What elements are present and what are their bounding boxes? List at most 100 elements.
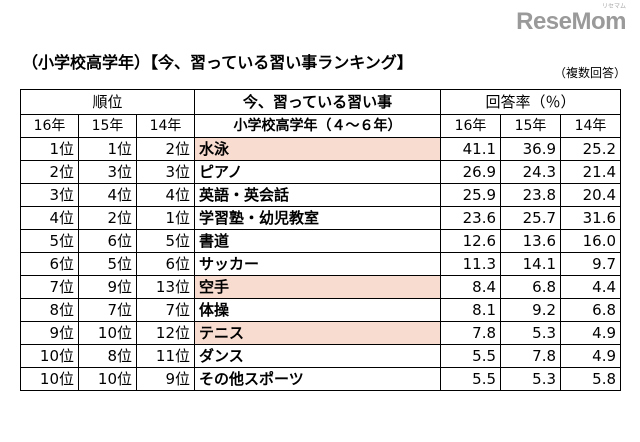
multiple-answer-note: （複数回答） xyxy=(553,66,626,80)
activity-name-cell: ダンス xyxy=(194,344,442,368)
activity-name-cell: 英語・英会話 xyxy=(194,183,442,207)
activity-name-cell: 空手 xyxy=(194,275,442,299)
activity-name-cell: ピアノ xyxy=(194,160,442,184)
table-row: 10位 8位 11位 ダンス 5.5 7.8 4.9 xyxy=(20,344,622,368)
rate-2016-cell: 8.4 xyxy=(440,275,502,299)
rate-2015-cell: 36.9 xyxy=(500,137,562,161)
rank-year-header: 16年 xyxy=(20,114,79,138)
rate-2014-cell: 31.6 xyxy=(560,206,622,230)
group-header-row: 順位 今、習っている習い事 回答率（％） xyxy=(19,89,622,115)
rate-2015-cell: 9.2 xyxy=(500,298,562,322)
rank-group-header: 順位 xyxy=(19,89,196,115)
rank-2015-cell: 10位 xyxy=(78,367,137,391)
rank-2014-cell: 5位 xyxy=(135,229,196,253)
page-title: （小学校高学年）【今、習っている習い事ランキング】 xyxy=(22,53,413,72)
table-row: 10位 10位 9位 その他スポーツ 5.5 5.3 5.8 xyxy=(20,367,622,391)
rate-2016-cell: 5.5 xyxy=(440,367,502,391)
rate-2016-cell: 41.1 xyxy=(440,137,502,161)
rate-2015-cell: 25.7 xyxy=(500,206,562,230)
rank-2016-cell: 3位 xyxy=(20,183,79,207)
rank-2015-cell: 2位 xyxy=(78,206,137,230)
rank-2015-cell: 4位 xyxy=(78,183,137,207)
activity-name-cell: 体操 xyxy=(194,298,442,322)
rank-2016-cell: 10位 xyxy=(20,344,79,368)
rank-2016-cell: 5位 xyxy=(20,229,79,253)
activity-name-cell: 書道 xyxy=(194,229,442,253)
rank-2015-cell: 8位 xyxy=(78,344,137,368)
rank-2016-cell: 2位 xyxy=(20,160,79,184)
rank-2015-cell: 9位 xyxy=(78,275,137,299)
rate-2016-cell: 11.3 xyxy=(440,252,502,276)
rate-group-header: 回答率（％） xyxy=(440,89,622,115)
rank-2015-cell: 5位 xyxy=(78,252,137,276)
rank-2016-cell: 10位 xyxy=(20,367,79,391)
activity-name-cell: 学習塾・幼児教室 xyxy=(194,206,442,230)
rank-2014-cell: 12位 xyxy=(135,321,196,345)
rate-2014-cell: 16.0 xyxy=(560,229,622,253)
rate-2016-cell: 8.1 xyxy=(440,298,502,322)
rank-2016-cell: 8位 xyxy=(20,298,79,322)
rank-year-header: 15年 xyxy=(78,114,137,138)
rate-2015-cell: 23.8 xyxy=(500,183,562,207)
rate-2014-cell: 4.4 xyxy=(560,275,622,299)
table-row: 7位 9位 13位 空手 8.4 6.8 4.4 xyxy=(20,275,622,299)
activity-name-cell: テニス xyxy=(194,321,442,345)
rank-2014-cell: 7位 xyxy=(135,298,196,322)
rank-2016-cell: 6位 xyxy=(20,252,79,276)
rate-2016-cell: 5.5 xyxy=(440,344,502,368)
rate-2015-cell: 24.3 xyxy=(500,160,562,184)
rank-2016-cell: 9位 xyxy=(20,321,79,345)
ranking-table: 順位 今、習っている習い事 回答率（％） 16年 15年 14年 小学校高学年（… xyxy=(19,89,622,391)
rank-2014-cell: 13位 xyxy=(135,275,196,299)
rate-2016-cell: 12.6 xyxy=(440,229,502,253)
rank-2014-cell: 2位 xyxy=(135,137,196,161)
rank-2015-cell: 3位 xyxy=(78,160,137,184)
rate-2014-cell: 5.8 xyxy=(560,367,622,391)
rate-2015-cell: 14.1 xyxy=(500,252,562,276)
rank-2015-cell: 1位 xyxy=(78,137,137,161)
resemom-logo: ReseMom xyxy=(516,8,626,35)
sub-header-row: 16年 15年 14年 小学校高学年（４～６年） 16年 15年 14年 xyxy=(20,114,622,138)
rate-2014-cell: 9.7 xyxy=(560,252,622,276)
activity-sub-header: 小学校高学年（４～６年） xyxy=(194,114,442,138)
rate-2015-cell: 5.3 xyxy=(500,321,562,345)
rate-2014-cell: 20.4 xyxy=(560,183,622,207)
rate-year-header: 14年 xyxy=(560,114,622,138)
rate-year-header: 15年 xyxy=(500,114,562,138)
rate-2014-cell: 6.8 xyxy=(560,298,622,322)
table-row: 1位 1位 2位 水泳 41.1 36.9 25.2 xyxy=(20,137,622,161)
rank-2014-cell: 3位 xyxy=(135,160,196,184)
rate-2014-cell: 25.2 xyxy=(560,137,622,161)
table-row: 9位 10位 12位 テニス 7.8 5.3 4.9 xyxy=(20,321,622,345)
table-row: 2位 3位 3位 ピアノ 26.9 24.3 21.4 xyxy=(20,160,622,184)
table-row: 8位 7位 7位 体操 8.1 9.2 6.8 xyxy=(20,298,622,322)
rank-2014-cell: 11位 xyxy=(135,344,196,368)
table-row: 6位 5位 6位 サッカー 11.3 14.1 9.7 xyxy=(20,252,622,276)
activity-name-cell: サッカー xyxy=(194,252,442,276)
logo-caption: リセマム xyxy=(601,3,626,10)
rank-2014-cell: 6位 xyxy=(135,252,196,276)
rate-2015-cell: 7.8 xyxy=(500,344,562,368)
table-row: 5位 6位 5位 書道 12.6 13.6 16.0 xyxy=(20,229,622,253)
rank-2016-cell: 7位 xyxy=(20,275,79,299)
rank-2014-cell: 1位 xyxy=(135,206,196,230)
rate-2014-cell: 4.9 xyxy=(560,321,622,345)
rank-2014-cell: 4位 xyxy=(135,183,196,207)
rate-2016-cell: 26.9 xyxy=(440,160,502,184)
activity-name-cell: 水泳 xyxy=(194,137,442,161)
rate-2015-cell: 13.6 xyxy=(500,229,562,253)
rank-2015-cell: 10位 xyxy=(78,321,137,345)
rate-2016-cell: 25.9 xyxy=(440,183,502,207)
table-row: 4位 2位 1位 学習塾・幼児教室 23.6 25.7 31.6 xyxy=(20,206,622,230)
rank-2014-cell: 9位 xyxy=(135,367,196,391)
rate-2015-cell: 5.3 xyxy=(500,367,562,391)
rank-year-header: 14年 xyxy=(135,114,196,138)
activity-group-header: 今、習っている習い事 xyxy=(194,89,442,115)
rate-year-header: 16年 xyxy=(440,114,502,138)
rate-2014-cell: 21.4 xyxy=(560,160,622,184)
rank-2016-cell: 1位 xyxy=(20,137,79,161)
rank-2015-cell: 7位 xyxy=(78,298,137,322)
rate-2016-cell: 23.6 xyxy=(440,206,502,230)
rank-2016-cell: 4位 xyxy=(20,206,79,230)
rate-2015-cell: 6.8 xyxy=(500,275,562,299)
